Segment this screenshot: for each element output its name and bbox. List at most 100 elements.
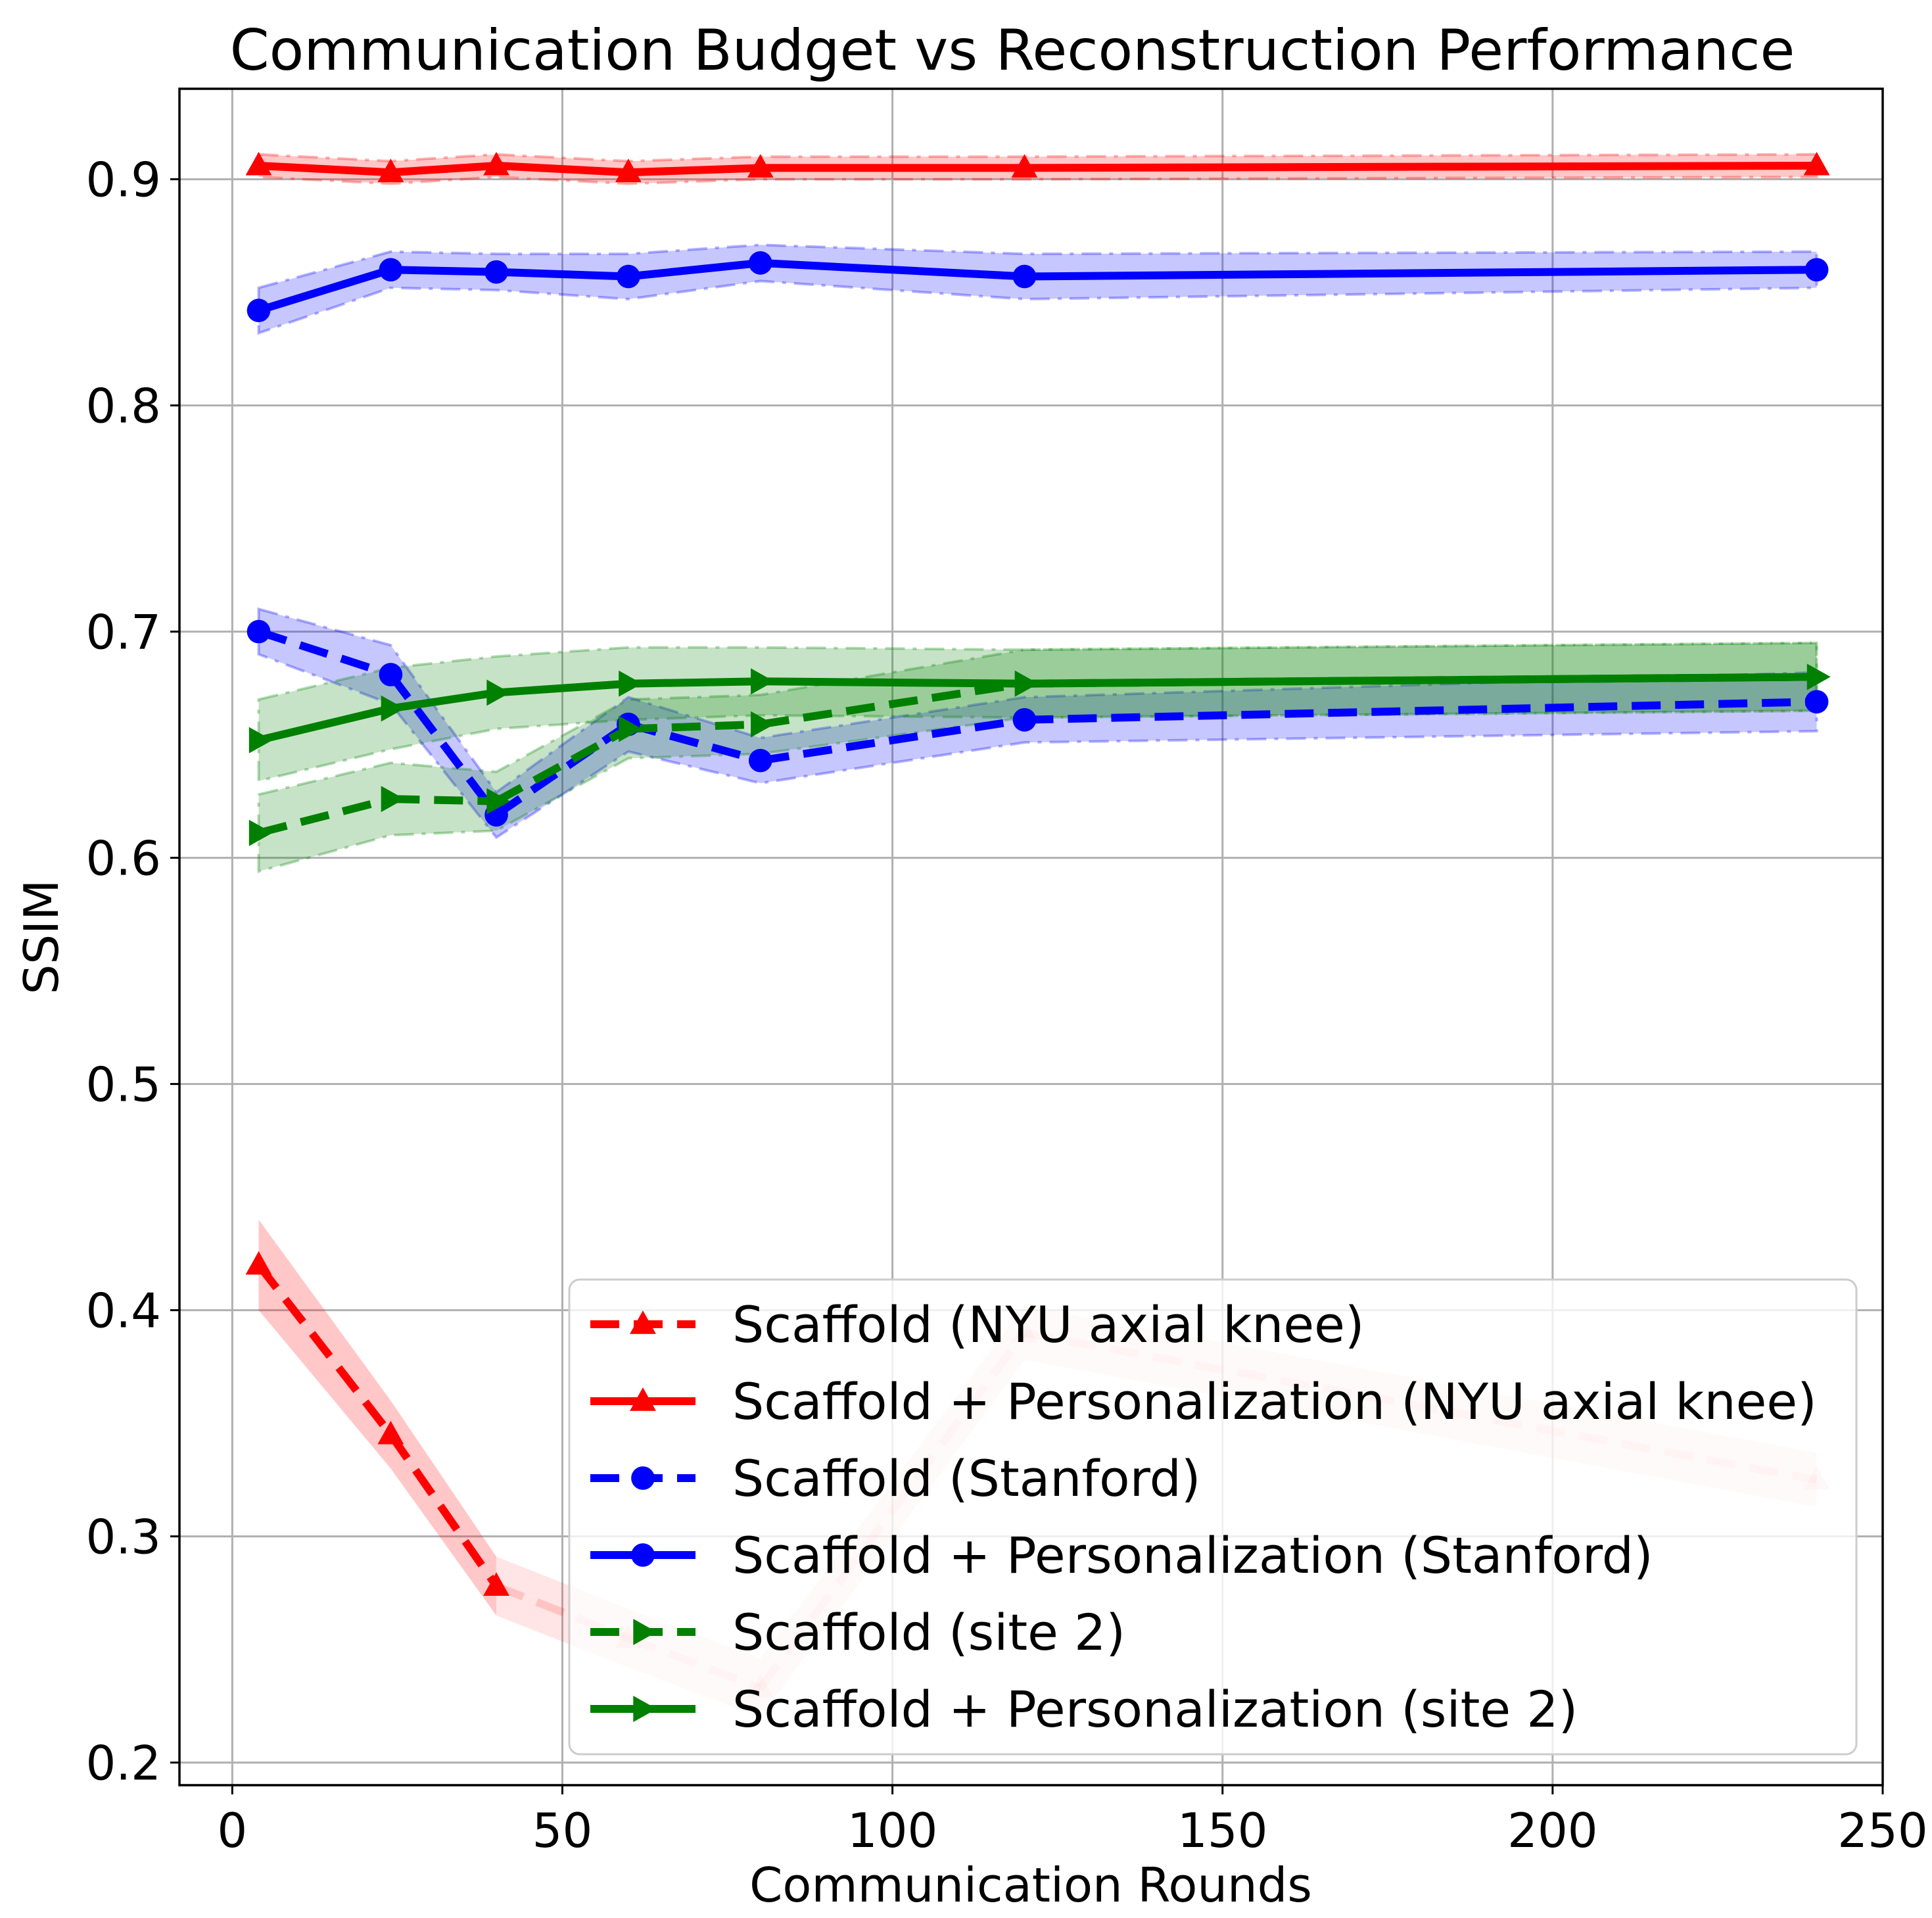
x-tick-label-0: 0: [217, 1803, 247, 1858]
point-scaffold-personalization-site-2-3: [619, 670, 642, 697]
legend-label-scaffold-personalization-stanford: Scaffold + Personalization (Stanford): [732, 1526, 1653, 1585]
line-scaffold-site-2-segment-4: [759, 679, 1025, 729]
point-scaffold-stanford-4: [748, 748, 772, 773]
line-scaffold-personalization-stanford-segment-5: [1024, 266, 1817, 281]
line-scaffold-personalization-nyu-axial-knee-segment-3: [628, 164, 761, 177]
grid: [179, 89, 1884, 1785]
point-scaffold-personalization-stanford-2: [484, 260, 508, 284]
legend-marker-scaffold-personalization-site-2: [633, 1696, 657, 1722]
legend-item-scaffold-nyu-axial-knee: Scaffold (NYU axial knee): [590, 1295, 1365, 1354]
plot-frame: [178, 87, 1884, 1786]
legend-marker-scaffold-stanford: [631, 1466, 655, 1490]
line-scaffold-site-2-segment-1: [390, 795, 497, 805]
point-scaffold-stanford-0: [247, 619, 271, 644]
line-scaffold-personalization-site-2-segment-4: [760, 677, 1025, 688]
point-scaffold-personalization-site-2-2: [486, 679, 511, 706]
x-tick-label-50: 50: [532, 1803, 593, 1858]
y-tick-label-0.8: 0.8: [85, 379, 161, 434]
line-scaffold-stanford-segment-2: [494, 721, 631, 819]
point-scaffold-personalization-stanford-3: [617, 264, 640, 289]
legend-box: [568, 1278, 1858, 1756]
point-scaffold-personalization-stanford-1: [379, 258, 403, 282]
line-scaffold-stanford-segment-4: [759, 715, 1025, 765]
legend: Scaffold (NYU axial knee) Scaffold + Pers…: [568, 1278, 1858, 1756]
y-tick-label-0.3: 0.3: [85, 1510, 161, 1565]
series-lines: [255, 161, 1818, 1692]
x-tick-label-200: 200: [1507, 1803, 1597, 1858]
line-scaffold-nyu-axial-knee-segment-1: [387, 1432, 500, 1589]
legend-label-scaffold-stanford: Scaffold (Stanford): [732, 1449, 1200, 1508]
legend-item-scaffold-site-2: Scaffold (site 2): [590, 1603, 1125, 1662]
point-scaffold-nyu-axial-knee-2: [483, 1572, 509, 1596]
point-scaffold-nyu-axial-knee-1: [377, 1420, 404, 1445]
line-scaffold-personalization-stanford-segment-4: [760, 258, 1025, 281]
x-tick-label-100: 100: [847, 1803, 937, 1858]
y-tick-label-0.9: 0.9: [85, 153, 161, 208]
point-scaffold-stanford-5: [1012, 707, 1037, 732]
point-scaffold-personalization-nyu-axial-knee-4: [747, 154, 774, 178]
line-scaffold-personalization-stanford-segment-1: [390, 266, 497, 276]
y-axis-ticks: 0.2 0.3 0.4 0.5 0.6 0.7 0.8 0.9: [85, 153, 179, 1791]
y-tick-label-0.6: 0.6: [85, 831, 161, 886]
point-scaffold-personalization-nyu-axial-knee-0: [245, 151, 272, 176]
line-scaffold-site-2-segment-0: [258, 795, 392, 837]
y-tick-label-0.7: 0.7: [85, 605, 161, 660]
line-scaffold-personalization-site-2-segment-1: [390, 688, 497, 713]
point-scaffold-personalization-nyu-axial-knee-2: [483, 151, 509, 176]
y-axis-label: SSIM: [14, 880, 69, 995]
legend-label-scaffold-nyu-axial-knee: Scaffold (NYU axial knee): [732, 1295, 1365, 1354]
line-scaffold-stanford-segment-5: [1024, 698, 1817, 724]
line-scaffold-nyu-axial-knee-segment-0: [255, 1262, 394, 1437]
chart-title: Communication Budget vs Reconstruction P…: [230, 18, 1795, 84]
x-axis-label: Communication Rounds: [749, 1858, 1312, 1913]
point-scaffold-stanford-1: [379, 663, 403, 686]
point-scaffold-site-2-1: [381, 786, 405, 813]
point-scaffold-site-2-3: [619, 715, 642, 742]
legend-item-scaffold-personalization-stanford: Scaffold + Personalization (Stanford): [590, 1526, 1653, 1585]
line-scaffold-personalization-site-2-segment-3: [628, 677, 761, 688]
x-tick-label-250: 250: [1837, 1803, 1927, 1858]
line-scaffold-stanford-segment-1: [387, 672, 500, 817]
point-scaffold-personalization-nyu-axial-knee-1: [377, 158, 404, 182]
legend-item-scaffold-personalization-nyu-axial-knee: Scaffold + Personalization (NYU axial kn…: [590, 1372, 1817, 1431]
y-tick-label-0.2: 0.2: [85, 1736, 161, 1791]
point-scaffold-personalization-site-2-6: [1806, 663, 1831, 690]
point-scaffold-site-2-2: [486, 788, 511, 815]
legend-label-scaffold-site-2: Scaffold (site 2): [732, 1603, 1125, 1662]
line-scaffold-personalization-stanford-segment-3: [628, 258, 761, 281]
legend-item-scaffold-stanford: Scaffold (Stanford): [590, 1449, 1200, 1508]
point-scaffold-personalization-nyu-axial-knee-3: [615, 158, 642, 182]
band-scaffold-personalization-stanford: [257, 243, 1818, 335]
legend-marker-scaffold-personalization-nyu-axial-knee: [630, 1387, 656, 1411]
line-scaffold-nyu-axial-knee-segment-2: [494, 1582, 630, 1642]
line-scaffold-personalization-site-2-segment-5: [1024, 673, 1817, 688]
legend-label-scaffold-personalization-nyu-axial-knee: Scaffold + Personalization (NYU axial kn…: [732, 1372, 1817, 1431]
point-scaffold-personalization-stanford-4: [748, 251, 772, 275]
point-scaffold-personalization-stanford-5: [1012, 264, 1037, 289]
legend-marker-scaffold-site-2: [633, 1619, 657, 1645]
line-scaffold-personalization-nyu-axial-knee-segment-1: [390, 161, 497, 177]
legend-marker-scaffold-personalization-stanford: [631, 1543, 655, 1567]
line-scaffold-personalization-site-2-segment-0: [258, 704, 392, 744]
line-scaffold-site-2-segment-2: [494, 725, 630, 805]
y-tick-label-0.4: 0.4: [85, 1283, 161, 1339]
point-scaffold-personalization-site-2-5: [1014, 670, 1039, 697]
x-axis-ticks: 0 50 100 150 200 250: [217, 1785, 1928, 1858]
line-scaffold-personalization-nyu-axial-knee-segment-0: [258, 161, 391, 177]
line-scaffold-site-2-segment-3: [628, 720, 761, 733]
line-scaffold-personalization-stanford-segment-0: [257, 266, 392, 314]
legend-marker-scaffold-nyu-axial-knee: [630, 1310, 656, 1334]
point-scaffold-personalization-site-2-1: [381, 695, 405, 722]
point-scaffold-personalization-stanford-6: [1804, 258, 1829, 282]
point-scaffold-personalization-nyu-axial-knee-6: [1803, 151, 1830, 176]
point-scaffold-site-2-4: [751, 711, 774, 738]
point-scaffold-stanford-6: [1804, 690, 1829, 714]
point-scaffold-site-2-0: [248, 819, 273, 846]
y-tick-label-0.5: 0.5: [85, 1057, 161, 1113]
legend-label-scaffold-personalization-site-2: Scaffold + Personalization (site 2): [732, 1680, 1578, 1738]
x-tick-label-150: 150: [1177, 1803, 1267, 1858]
point-scaffold-personalization-site-2-0: [248, 727, 273, 754]
point-scaffold-personalization-site-2-4: [751, 668, 774, 695]
point-scaffold-nyu-axial-knee-0: [245, 1251, 272, 1275]
